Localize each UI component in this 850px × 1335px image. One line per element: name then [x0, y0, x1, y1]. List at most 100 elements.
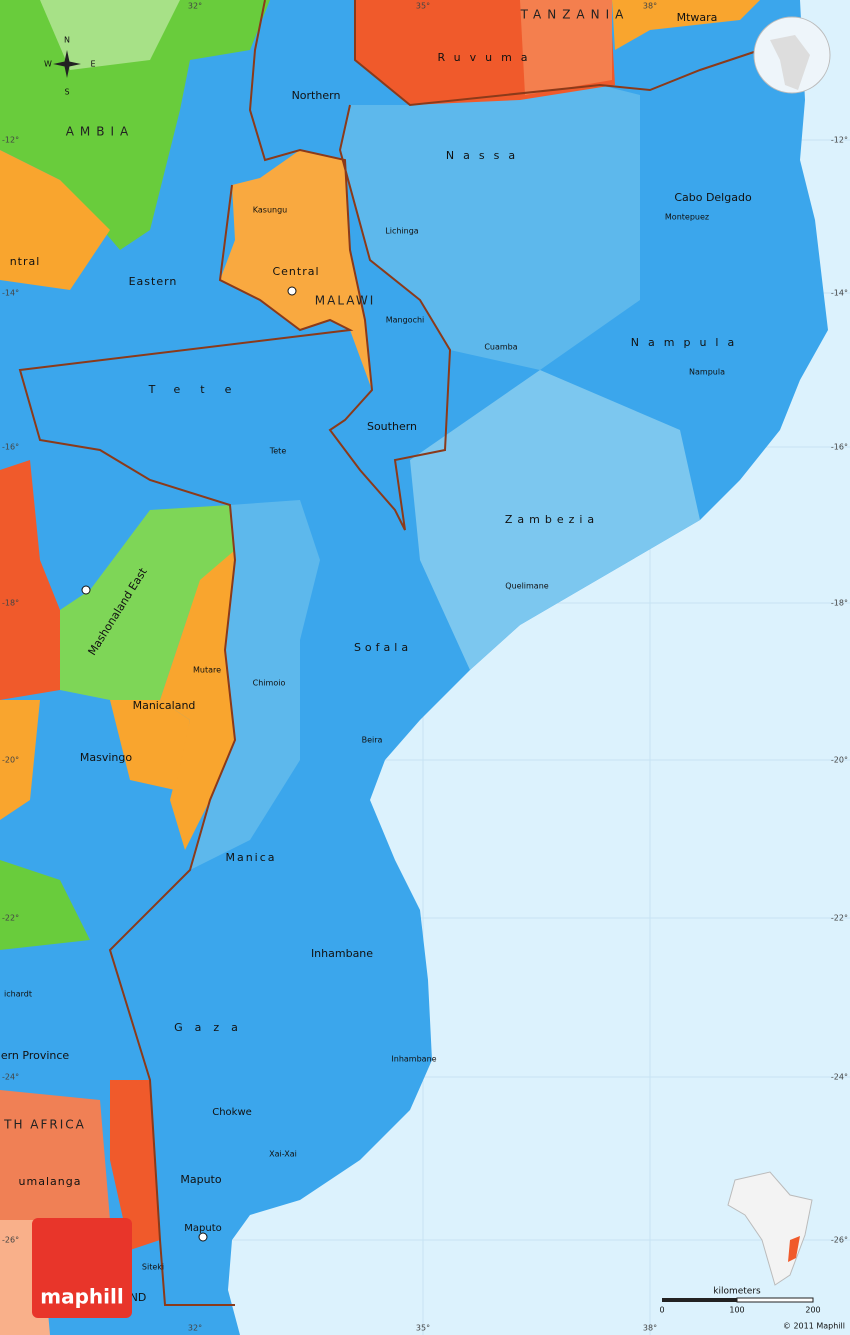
city-label: Maputo — [184, 1223, 221, 1234]
region-manica — [190, 500, 320, 870]
lat-label: -16° — [2, 443, 19, 452]
zimbabwe-red — [0, 460, 60, 700]
region-label: ntral — [10, 255, 41, 268]
city-label: Lichinga — [385, 227, 419, 236]
lon-label: 38° — [643, 1324, 657, 1333]
scale-tick: 100 — [729, 1306, 744, 1315]
region-label: umalanga — [19, 1175, 82, 1188]
globe — [753, 16, 831, 94]
lon-label: 32° — [188, 2, 202, 11]
city-label: Tete — [269, 447, 287, 456]
city-labels: Montepuez Lichinga Kasungu Mangochi Cuam… — [81, 206, 725, 1272]
lat-label: -26° — [2, 1236, 19, 1245]
region-label: Manicaland — [133, 699, 196, 712]
region-label: Inhambane — [311, 947, 373, 960]
compass-label: E — [90, 60, 95, 69]
lat-label: -18° — [2, 599, 19, 608]
lat-label: -12° — [2, 136, 19, 145]
region-label: Ruvuma — [437, 51, 536, 64]
lon-label: 35° — [416, 2, 430, 11]
region-zambezia — [410, 370, 700, 670]
logo: maphill — [32, 1218, 132, 1318]
city-label: Nampula — [689, 368, 725, 377]
globe-land — [770, 35, 810, 90]
country-label: MALAWI — [315, 294, 375, 308]
region-label: Sofala — [354, 641, 412, 654]
lat-label: -24° — [831, 1073, 848, 1082]
city-label: Quelimane — [505, 582, 549, 591]
scale-segment — [736, 1297, 814, 1303]
region-label: ichardt — [4, 990, 32, 999]
region-label: Central — [272, 265, 319, 278]
city-label: Montepuez — [665, 213, 709, 222]
compass-label: N — [64, 36, 70, 45]
scale-tick: 0 — [659, 1306, 664, 1315]
lat-label: -12° — [831, 136, 848, 145]
botswana-green — [0, 860, 90, 950]
copyright: © 2011 Maphill — [783, 1322, 845, 1331]
region-label: ern Province — [1, 1049, 70, 1062]
city-label: Mutare — [193, 666, 221, 675]
zimbabwe-green — [60, 505, 235, 700]
scale-bar: kilometers 0 100 200 © 2011 Maphill — [659, 1287, 845, 1331]
city-label: Kasungu — [253, 206, 287, 215]
south-africa-red — [110, 1080, 160, 1250]
africa-inset — [727, 1171, 813, 1286]
country-label: AMBIA — [66, 125, 135, 139]
zambia-orange — [0, 150, 110, 290]
city-label: Siteki — [142, 1263, 164, 1272]
compass: N W E S — [44, 36, 95, 97]
manicaland-orange — [110, 700, 190, 790]
compass-label: S — [64, 88, 69, 97]
compass-rose — [53, 50, 81, 78]
region-label: Manica — [225, 851, 276, 864]
city-label: Chimoio — [253, 679, 286, 688]
lat-label: -20° — [2, 756, 19, 765]
land — [0, 0, 828, 1335]
city-label: Chokwe — [212, 1107, 252, 1118]
malawi-central — [220, 150, 372, 390]
lat-label: -26° — [831, 1236, 848, 1245]
region-label: Cabo Delgado — [674, 191, 752, 204]
lat-label: -22° — [2, 914, 19, 923]
border — [248, 0, 452, 531]
country-label: TANZANIA — [520, 8, 630, 22]
lon-label: 32° — [188, 1324, 202, 1333]
country-labels: TANZANIA AMBIA MALAWI TH AFRICA — [3, 8, 630, 1132]
capital-marker — [81, 585, 91, 595]
lat-label: -22° — [831, 914, 848, 923]
border — [18, 184, 354, 1306]
region-label: Nassa — [446, 149, 524, 162]
lat-label: -14° — [2, 289, 19, 298]
capital-marker — [287, 286, 297, 296]
capital-marker — [198, 1232, 208, 1242]
region-label: Eastern — [129, 275, 178, 288]
country-label: TH AFRICA — [3, 1118, 86, 1132]
region-label: Nampula — [631, 336, 743, 349]
lon-label: 35° — [416, 1324, 430, 1333]
region-label: Mtwara — [677, 11, 718, 24]
scale-segment — [662, 1298, 737, 1302]
lat-label: -18° — [831, 599, 848, 608]
region-nassa — [340, 85, 640, 370]
city-label: Mangochi — [386, 316, 425, 325]
city-label: Xai-Xai — [269, 1150, 297, 1159]
region-label: Gaza — [174, 1021, 250, 1034]
lat-label: -16° — [831, 443, 848, 452]
lat-label: -20° — [831, 756, 848, 765]
region-label: Masvingo — [80, 751, 132, 764]
border — [354, 0, 761, 107]
city-label: Beira — [362, 736, 383, 745]
lon-label: 38° — [643, 2, 657, 11]
tanzania-orange — [612, 0, 760, 50]
logo-box — [32, 1218, 132, 1318]
south-africa-salmon — [0, 1090, 110, 1220]
compass-label: W — [44, 60, 52, 69]
region-label: ND — [130, 1291, 147, 1304]
region-label: Zambezia — [505, 513, 599, 526]
city-label: Cuamba — [484, 343, 517, 352]
lat-label: -24° — [2, 1073, 19, 1082]
region-label: Southern — [367, 420, 417, 433]
